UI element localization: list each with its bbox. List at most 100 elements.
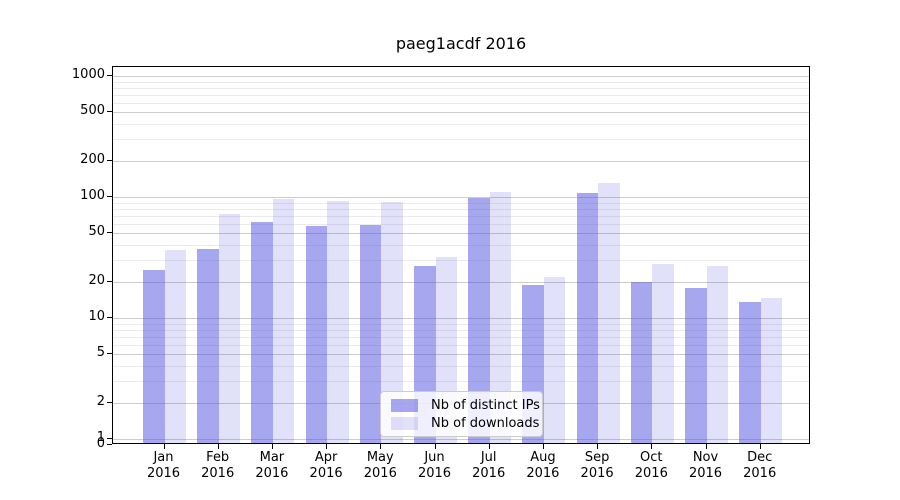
- y-tick-label: 2: [96, 393, 105, 409]
- bar-downloads: [543, 277, 566, 443]
- minor-gridline: [113, 124, 809, 126]
- bar-distinct-ips: [739, 302, 761, 443]
- y-tick-label: 0: [96, 436, 105, 451]
- minor-gridline: [113, 366, 809, 368]
- y-tick-label: 20: [88, 272, 105, 288]
- major-gridline: [113, 160, 809, 162]
- legend-swatch-downloads: [391, 416, 418, 430]
- y-tick-mark: [107, 401, 112, 403]
- minor-gridline: [113, 215, 809, 217]
- y-tick-mark: [107, 438, 112, 439]
- legend-entry-downloads: Nb of downloads: [391, 415, 539, 431]
- minor-gridline: [113, 81, 809, 83]
- bar-distinct-ips: [251, 221, 273, 443]
- major-gridline: [113, 112, 809, 114]
- major-gridline: [113, 76, 809, 77]
- x-tick-label: Oct 2016: [634, 450, 668, 481]
- minor-gridline: [113, 139, 809, 141]
- bar-downloads: [489, 192, 512, 443]
- x-tick-mark: [380, 444, 382, 449]
- x-tick-mark: [434, 444, 436, 449]
- y-tick-label: 10: [88, 309, 105, 324]
- bar-distinct-ips: [359, 224, 382, 443]
- x-tick-label: May 2016: [363, 450, 397, 481]
- bar-distinct-ips: [468, 197, 490, 443]
- minor-gridline: [113, 87, 809, 89]
- x-tick-label: Aug 2016: [526, 450, 560, 481]
- bar-downloads: [760, 298, 783, 443]
- bar-downloads: [598, 183, 620, 443]
- legend-swatch-distinct-ips: [391, 398, 418, 412]
- major-gridline: [113, 233, 809, 235]
- legend-label-distinct-ips: Nb of distinct IPs: [431, 397, 540, 413]
- y-tick-label: 50: [88, 224, 105, 240]
- minor-gridline: [113, 208, 809, 210]
- x-tick-label: Jul 2016: [472, 450, 506, 481]
- x-tick-label: Dec 2016: [743, 450, 777, 481]
- x-tick-mark: [163, 444, 165, 449]
- bar-downloads: [272, 198, 295, 443]
- legend-entry-distinct-ips: Nb of distinct IPs: [391, 397, 540, 413]
- minor-gridline: [113, 260, 809, 262]
- x-tick-mark: [759, 444, 761, 449]
- y-tick-label: 1: [96, 430, 105, 445]
- bar-distinct-ips: [685, 288, 707, 443]
- minor-gridline: [113, 102, 809, 104]
- x-tick-label: Nov 2016: [688, 450, 723, 481]
- y-tick-mark: [107, 196, 112, 197]
- minor-gridline: [113, 245, 809, 247]
- y-axis-tick-labels: 0 1 2 5 10 20 50 100 200 500 1000: [0, 0, 105, 500]
- y-tick-label: 1000: [71, 67, 105, 82]
- x-tick-mark: [651, 444, 653, 449]
- x-tick-mark: [271, 444, 273, 449]
- x-tick-mark: [597, 444, 599, 449]
- bar-downloads: [706, 265, 728, 443]
- minor-gridline: [113, 329, 809, 331]
- bar-downloads: [164, 250, 186, 443]
- y-tick-mark: [107, 232, 112, 234]
- x-tick-label: Apr 2016: [309, 450, 343, 481]
- minor-gridline: [113, 381, 809, 383]
- x-tick-label: Mar 2016: [255, 450, 289, 481]
- minor-gridline: [113, 344, 809, 346]
- minor-gridline: [113, 94, 809, 96]
- major-gridline: [113, 354, 809, 356]
- x-tick-mark: [326, 444, 328, 449]
- y-tick-mark: [107, 75, 112, 76]
- bar-distinct-ips: [630, 282, 653, 443]
- x-tick-label: Jun 2016: [417, 450, 452, 481]
- minor-gridline: [113, 202, 809, 204]
- minor-gridline: [113, 223, 809, 225]
- y-tick-label: 100: [80, 188, 105, 203]
- bar-distinct-ips: [143, 270, 165, 443]
- plot-area: [112, 66, 810, 444]
- major-gridline: [113, 439, 809, 440]
- major-gridline: [113, 318, 809, 319]
- chart-title: paeg1acdf 2016: [395, 34, 527, 53]
- minor-gridline: [113, 336, 809, 338]
- bar-downloads: [218, 213, 241, 443]
- x-tick-label: Feb 2016: [201, 450, 235, 481]
- y-tick-label: 200: [80, 151, 105, 167]
- legend: Nb of distinct IPs Nb of downloads: [380, 391, 543, 437]
- y-tick-mark: [107, 353, 112, 355]
- y-tick-mark: [107, 111, 112, 113]
- minor-gridline: [113, 323, 809, 325]
- x-tick-label: Sep 2016: [580, 450, 614, 481]
- x-tick-mark: [542, 444, 544, 449]
- bar-distinct-ips: [576, 193, 599, 443]
- x-tick-label: Jan 2016: [146, 450, 181, 481]
- major-gridline: [113, 281, 809, 283]
- y-tick-mark: [107, 317, 112, 318]
- y-tick-label: 5: [96, 345, 105, 361]
- y-tick-mark: [107, 159, 112, 161]
- x-tick-mark: [705, 444, 707, 449]
- bar-distinct-ips: [305, 225, 328, 443]
- bar-distinct-ips: [197, 248, 219, 443]
- y-tick-mark: [107, 280, 112, 282]
- bar-downloads: [381, 201, 403, 443]
- bar-downloads: [652, 263, 674, 443]
- y-tick-label: 500: [80, 103, 105, 119]
- bar-downloads: [327, 200, 349, 443]
